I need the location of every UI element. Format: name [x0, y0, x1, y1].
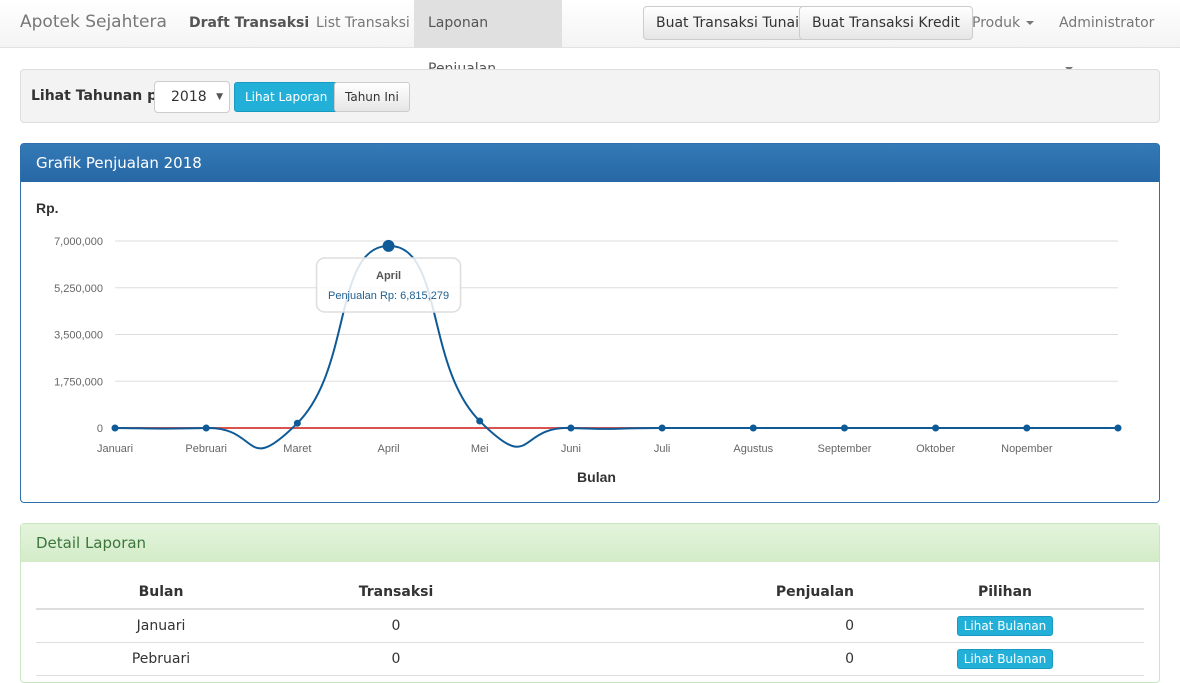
tooltip-text: Penjualan Rp: 6,815,279	[328, 290, 449, 302]
buat-transaksi-tunai-button[interactable]: Buat Transaksi Tunai	[643, 6, 812, 40]
y-tick-label: 3,500,000	[54, 330, 103, 342]
col-pilihan: Pilihan	[866, 576, 1144, 610]
y-tick-label: 1,750,000	[54, 376, 103, 388]
filter-bar: Lihat Tahunan per 2018 ▼ Lihat Laporan Ta…	[20, 69, 1160, 123]
series-line	[114, 244, 1118, 450]
data-point	[567, 424, 575, 432]
cell-transaksi: 0	[286, 609, 506, 643]
detail-table: Bulan Transaksi Penjualan Pilihan Januar…	[36, 576, 1144, 676]
lihat-laporan-button[interactable]: Lihat Laporan	[234, 82, 339, 112]
cell-transaksi: 0	[286, 642, 506, 676]
data-point	[840, 424, 848, 432]
data-point	[1023, 424, 1031, 432]
x-tick-label: Juni	[561, 443, 581, 455]
data-point	[382, 239, 395, 252]
x-axis-title: Bulan	[577, 469, 616, 485]
caret-down-icon	[1026, 21, 1035, 25]
data-point	[1114, 424, 1122, 432]
x-tick-label: Januari	[97, 443, 133, 455]
y-axis-title: Rp.	[36, 200, 59, 216]
col-penjualan: Penjualan	[506, 576, 866, 610]
nav-laporan-penjualan[interactable]: Laponan Penjualan	[414, 0, 562, 77]
sales-chart: Rp. 0 1,750,000 3,500,000 5,250,000 7,000,000…	[36, 200, 1122, 485]
chart-panel-title: Grafik Penjualan 2018	[21, 144, 1159, 182]
data-point	[202, 424, 210, 432]
detail-panel-title: Detail Laporan	[21, 524, 1159, 562]
buat-transaksi-kredit-button[interactable]: Buat Transaksi Kredit	[799, 6, 973, 40]
produk-label: Produk	[972, 15, 1021, 31]
navbar: Apotek Sejahtera Draft Transaksi List Tr…	[0, 0, 1180, 77]
table-row: Pebruari 0 0 Lihat Bulanan	[36, 642, 1144, 676]
cell-pilihan: Lihat Bulanan	[866, 609, 1144, 643]
x-tick-label: Maret	[283, 443, 311, 455]
tooltip-box	[315, 257, 462, 313]
year-value: 2018	[171, 89, 207, 105]
brand[interactable]: Apotek Sejahtera	[20, 12, 167, 32]
cell-bulan: Januari	[36, 609, 286, 643]
detail-panel: Detail Laporan Bulan Transaksi Penjualan…	[20, 523, 1160, 683]
x-tick-label: Nopember	[1001, 443, 1053, 455]
lihat-bulanan-button[interactable]: Lihat Bulanan	[956, 615, 1054, 636]
x-tick-label: Agustus	[733, 443, 773, 455]
x-tick-label: Pebruari	[185, 443, 227, 455]
x-tick-label: April	[378, 443, 400, 455]
data-point	[293, 419, 301, 427]
y-tick-label: 0	[97, 423, 103, 435]
administrator-label: Administrator	[1059, 15, 1155, 31]
cell-penjualan: 0	[506, 609, 866, 643]
cell-pilihan: Lihat Bulanan	[866, 642, 1144, 676]
table-row: Januari 0 0 Lihat Bulanan	[36, 609, 1144, 643]
chart-panel: Grafik Penjualan 2018 Rp. 0 1,750,000 3,500…	[20, 143, 1160, 503]
data-point	[749, 424, 757, 432]
x-tick-label: Oktober	[916, 443, 955, 455]
x-tick-label: Juli	[654, 443, 671, 455]
nav-draft-transaksi[interactable]: Draft Transaksi	[189, 15, 310, 31]
tahun-ini-button[interactable]: Tahun Ini	[334, 82, 410, 112]
cell-bulan: Pebruari	[36, 642, 286, 676]
lihat-bulanan-button[interactable]: Lihat Bulanan	[956, 648, 1054, 669]
col-transaksi: Transaksi	[286, 576, 506, 610]
y-tick-label: 7,000,000	[54, 236, 103, 248]
y-tick-label: 5,250,000	[54, 283, 103, 295]
produk-dropdown[interactable]: Produk	[958, 0, 1048, 48]
data-point	[476, 417, 484, 425]
x-tick-label: Mei	[471, 443, 489, 455]
col-bulan: Bulan	[36, 576, 286, 610]
year-select[interactable]: 2018 ▼	[154, 81, 230, 113]
administrator-dropdown[interactable]: Administrator	[1045, 0, 1180, 71]
cell-penjualan: 0	[506, 642, 866, 676]
dropdown-arrow-icon: ▼	[216, 92, 223, 102]
nav-list-transaksi[interactable]: List Transaksi	[316, 15, 410, 31]
data-point	[111, 424, 119, 432]
data-point	[658, 424, 666, 432]
data-point	[932, 424, 940, 432]
filter-label: Lihat Tahunan per	[31, 88, 174, 104]
tooltip-title: April	[376, 270, 401, 282]
x-tick-label: September	[818, 443, 872, 455]
